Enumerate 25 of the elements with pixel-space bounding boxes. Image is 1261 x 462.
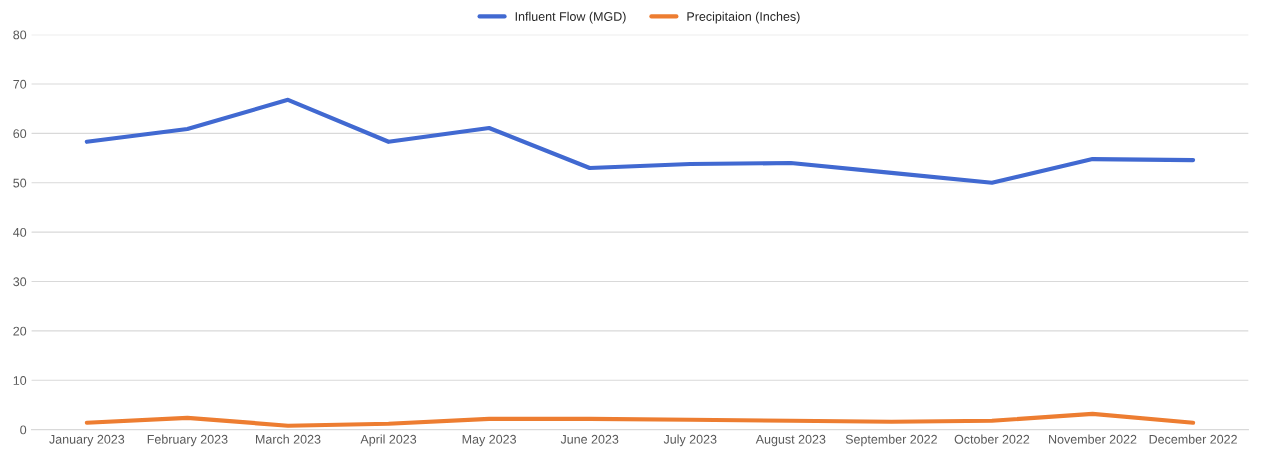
x-tick-label: February 2023 xyxy=(147,434,228,447)
legend-label: Influent Flow (MGD) xyxy=(515,11,626,24)
line-series xyxy=(84,97,1196,185)
y-tick-label: 10 xyxy=(13,376,27,385)
legend-label: Precipitaion (Inches) xyxy=(687,11,800,24)
x-tick-label: April 2023 xyxy=(360,434,417,447)
x-tick-label: July 2023 xyxy=(663,434,717,447)
y-tick-label: 70 xyxy=(13,79,27,89)
line-series xyxy=(84,411,1196,428)
x-tick-label: October 2022 xyxy=(954,434,1030,444)
x-tick-label: November 2022 xyxy=(1049,434,1137,444)
x-tick-label: June 2023 xyxy=(560,434,619,444)
y-tick-label: 20 xyxy=(13,326,27,336)
y-tick-label: 30 xyxy=(13,277,27,287)
x-tick-label: January 2023 xyxy=(49,434,125,447)
y-tick-label: 0 xyxy=(20,425,27,435)
x-tick-label: August 2023 xyxy=(755,434,826,447)
y-tick-label: 50 xyxy=(13,178,27,188)
x-tick-label: September 2022 xyxy=(845,434,937,447)
x-tick-label: December 2022 xyxy=(1149,434,1237,444)
y-tick-label: 80 xyxy=(13,30,27,40)
y-tick-label: 60 xyxy=(13,129,27,139)
x-tick-label: May 2023 xyxy=(462,434,517,447)
x-tick-label: March 2023 xyxy=(256,434,321,444)
y-tick-label: 40 xyxy=(13,227,27,237)
